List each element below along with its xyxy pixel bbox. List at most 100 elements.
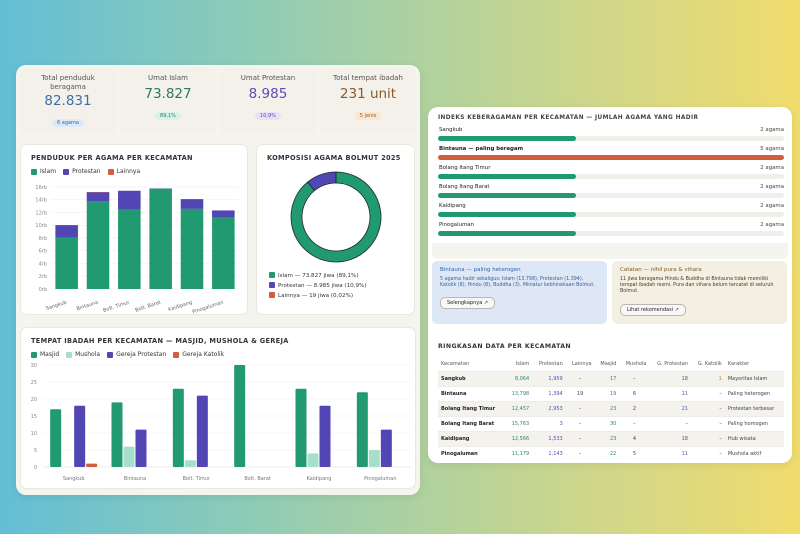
bar-gereja-protestan[interactable] bbox=[74, 405, 86, 467]
x-tick-label: Pinogaluman bbox=[364, 476, 396, 482]
column-header[interactable]: Masjid bbox=[600, 360, 617, 367]
table-cell: – bbox=[565, 445, 595, 461]
table-row[interactable]: Bintauna 13,798 1,394 19 19 6 11– Paling hetero… bbox=[438, 385, 784, 401]
bar-islam[interactable] bbox=[118, 209, 141, 289]
table-cell: – bbox=[565, 430, 595, 446]
table-cell: – bbox=[565, 400, 595, 416]
donut-slice-protestan[interactable] bbox=[307, 171, 337, 192]
table-cell: Paling homogen bbox=[724, 415, 784, 431]
diversity-row-count: 2 agama bbox=[760, 165, 784, 171]
column-header[interactable]: Kecamatan bbox=[441, 360, 470, 367]
donut-legend-islam[interactable]: Islam — 73.827 jiwa (89,1%) bbox=[269, 271, 367, 281]
table-cell: 23 bbox=[594, 430, 620, 446]
legend-item-lainnya[interactable]: Lainnya bbox=[107, 168, 140, 175]
table-cell: Bintauna bbox=[438, 385, 506, 401]
table-cell: Pinogaluman bbox=[438, 445, 506, 461]
table-row[interactable]: Bolang Itang Timur 12,457 2,953–23 2 21– Prot… bbox=[438, 400, 784, 416]
table-cell: Kaidipang bbox=[438, 430, 506, 446]
stat-value: 73.827 bbox=[144, 86, 192, 102]
diversity-row-name: Bolang Itang Barat bbox=[439, 184, 490, 190]
stat-cards: Total penduduk beragama 82.831 6 agama U… bbox=[20, 68, 416, 134]
diversity-row: Kaidipang 2 agama bbox=[438, 203, 784, 223]
bar-mushola[interactable] bbox=[368, 450, 380, 467]
table-cell: Bolang Itang Timur bbox=[438, 400, 506, 416]
donut-legend-lainnya[interactable]: Lainnya — 19 jiwa (0,02%) bbox=[269, 291, 367, 301]
legend-item-mushola[interactable]: Mushola bbox=[66, 351, 100, 358]
bar-protestan[interactable] bbox=[212, 210, 235, 218]
bar-masjid[interactable] bbox=[234, 365, 246, 467]
column-header[interactable]: Lainnya bbox=[572, 360, 592, 367]
legend-swatch bbox=[107, 168, 114, 175]
y-tick-label: 20 bbox=[31, 397, 37, 403]
chart-title: PENDUDUK PER AGAMA PER KECAMATAN bbox=[31, 154, 193, 162]
bar-protestan[interactable] bbox=[118, 190, 141, 210]
legend-swatch bbox=[269, 272, 275, 278]
lihat-rekomendasi-button[interactable]: Lihat rekomendasi ↗ bbox=[620, 303, 686, 316]
diversity-row-count: 2 agama bbox=[760, 127, 784, 133]
x-tick-label: Bintauna bbox=[124, 476, 146, 482]
bar-masjid[interactable] bbox=[50, 409, 62, 467]
bar-masjid[interactable] bbox=[172, 388, 184, 467]
table-cell: 3 bbox=[532, 415, 566, 431]
legend-item-masjid[interactable]: Masjid bbox=[31, 351, 59, 358]
diversity-bar-track bbox=[438, 155, 784, 160]
column-header[interactable]: Islam bbox=[515, 360, 530, 367]
table-cell: – bbox=[691, 385, 725, 401]
bar-masjid[interactable] bbox=[356, 392, 368, 467]
table-row[interactable]: Sangkub 8,064 1,959–17–18 1 Mayoritas Islam bbox=[438, 370, 784, 386]
chart-legend: Masjid Mushola Gereja Protestan Gereja K… bbox=[31, 351, 224, 358]
bar-gereja-protestan[interactable] bbox=[380, 429, 392, 467]
donut-legend-protestan[interactable]: Protestan — 8.985 jiwa (10,9%) bbox=[269, 281, 367, 291]
bar-gereja-protestan[interactable] bbox=[135, 429, 147, 467]
bar-protestan[interactable] bbox=[55, 225, 78, 238]
bar-mushola[interactable] bbox=[307, 453, 319, 467]
column-header[interactable]: Protestan bbox=[538, 360, 563, 367]
column-header[interactable]: Mushola bbox=[625, 360, 647, 367]
y-tick-label: 15 bbox=[31, 414, 37, 420]
population-stacked-bar-chart: 0rb 2rb 4rb 6rb 8rb 10rb 12rb 14rb 16rb Sangkub Bi… bbox=[35, 185, 239, 315]
bar-gereja-protestan[interactable] bbox=[319, 405, 331, 467]
x-tick-label: Sangkub bbox=[63, 476, 85, 482]
column-header[interactable]: G. Katolik bbox=[697, 360, 722, 367]
diversity-row: Bolang Itang Barat 2 agama bbox=[438, 184, 784, 204]
table-row[interactable]: Kaidipang 12,566 1,533–23 4 18– Hub wisata bbox=[438, 430, 784, 446]
legend-item-protestan[interactable]: Protestan bbox=[63, 168, 101, 175]
bar-masjid[interactable] bbox=[295, 388, 307, 467]
diversity-row-count: 5 agama bbox=[760, 146, 784, 152]
legend-swatch bbox=[269, 292, 275, 298]
bar-islam[interactable] bbox=[180, 208, 204, 289]
diversity-bar-track bbox=[438, 136, 784, 141]
x-tick-label: Kaidipang bbox=[168, 300, 193, 313]
bar-islam[interactable] bbox=[149, 188, 172, 289]
bar-mushola[interactable] bbox=[184, 460, 196, 467]
bar-masjid[interactable] bbox=[111, 402, 123, 467]
bar-protestan[interactable] bbox=[86, 192, 110, 202]
column-header[interactable]: Karakter bbox=[727, 360, 750, 367]
table-cell: 18 bbox=[649, 430, 691, 446]
legend-item-gereja-protestan[interactable]: Gereja Protestan bbox=[107, 351, 166, 358]
bar-protestan[interactable] bbox=[180, 199, 204, 209]
table-cell: 1,959 bbox=[532, 370, 566, 386]
table-cell: 11 bbox=[649, 385, 691, 401]
bar-islam[interactable] bbox=[212, 217, 235, 289]
bar-gereja-protestan[interactable] bbox=[196, 395, 208, 467]
bar-islam[interactable] bbox=[55, 237, 78, 289]
legend-swatch bbox=[173, 351, 180, 358]
table-row[interactable]: Bolang Itang Barat 15,763 3–30– – – Paling ho… bbox=[438, 415, 784, 431]
column-header[interactable]: G. Protestan bbox=[657, 360, 688, 367]
table-cell: 1,143 bbox=[532, 445, 566, 461]
y-tick-label: 30 bbox=[31, 363, 37, 369]
stat-value: 82.831 bbox=[44, 93, 92, 109]
diversity-bar-fill bbox=[438, 193, 577, 198]
bar-islam[interactable] bbox=[86, 201, 110, 289]
legend-item-islam[interactable]: Islam bbox=[31, 168, 56, 175]
diversity-row-count: 2 agama bbox=[760, 203, 784, 209]
table-row[interactable]: Pinogaluman 11,179 1,143–22 5 11– Mushola akt… bbox=[438, 445, 784, 461]
bar-gereja-katolik[interactable] bbox=[86, 463, 98, 467]
selengkapnya-button[interactable]: Selengkapnya ↗ bbox=[440, 297, 496, 310]
legend-label: Masjid bbox=[40, 351, 60, 358]
legend-item-gereja-katolik[interactable]: Gereja Katolik bbox=[173, 351, 224, 358]
bar-mushola[interactable] bbox=[123, 446, 135, 467]
y-tick-label: 12rb bbox=[35, 210, 47, 216]
donut-slice-islam[interactable] bbox=[290, 171, 382, 263]
